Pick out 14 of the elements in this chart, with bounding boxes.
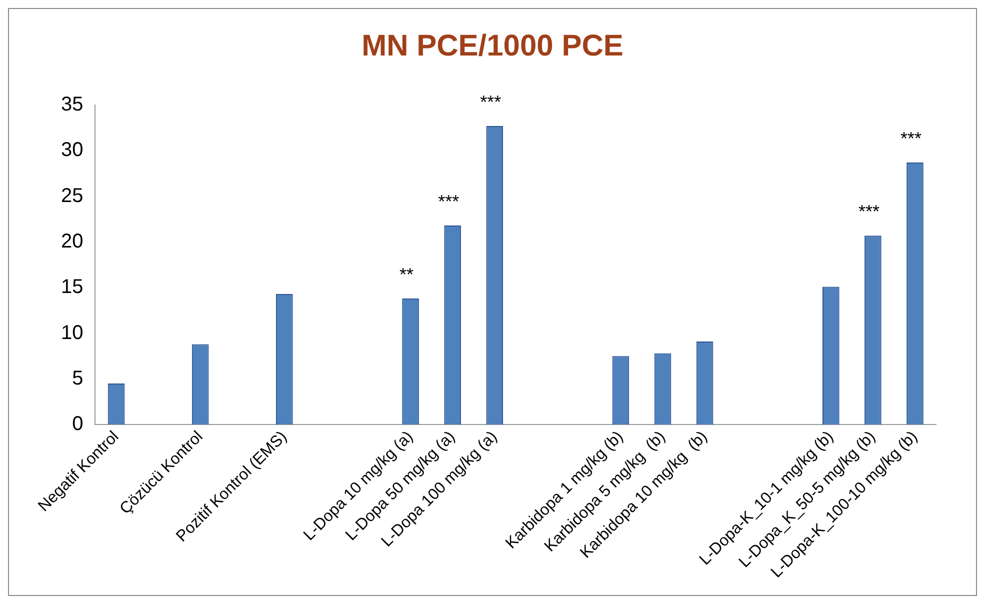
- y-tick-label: 35: [60, 94, 84, 116]
- annotation: ***: [480, 92, 502, 112]
- annotation: ***: [858, 202, 880, 222]
- y-tick-label: 5: [72, 367, 84, 390]
- chart-title: MN PCE/1000 PCE: [362, 29, 624, 62]
- annotation: **: [400, 264, 414, 285]
- y-tick-label: 30: [60, 139, 84, 162]
- annotation: ***: [900, 128, 922, 148]
- y-tick-label: 15: [60, 276, 84, 298]
- y-tick-label: 10: [60, 322, 84, 344]
- annotation: ***: [438, 191, 460, 212]
- y-tick-label: 0: [72, 413, 84, 436]
- y-tick-label: 25: [60, 184, 84, 207]
- y-tick-label: 20: [60, 230, 84, 252]
